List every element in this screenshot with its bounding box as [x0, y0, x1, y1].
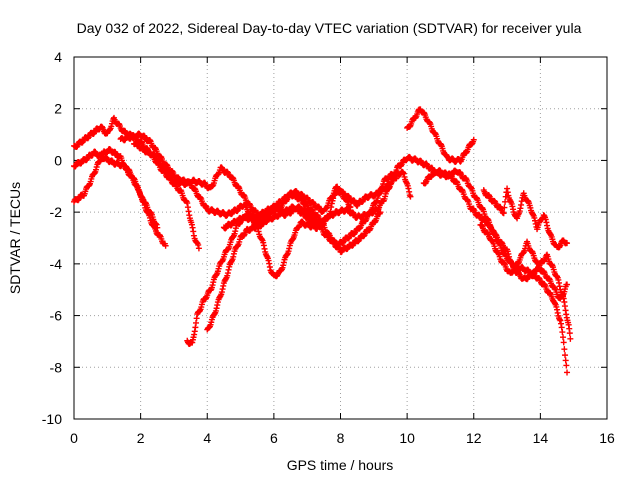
- data-point: [501, 204, 508, 211]
- chart-title: Day 032 of 2022, Sidereal Day-to-day VTE…: [77, 20, 582, 36]
- y-tick-label: 4: [54, 49, 62, 65]
- data-point: [162, 242, 169, 249]
- data-point: [559, 329, 566, 336]
- data-point: [377, 209, 384, 216]
- data-point: [562, 352, 569, 359]
- x-tick-label: 0: [70, 430, 78, 446]
- x-tick-label: 16: [599, 430, 615, 446]
- data-series-6: [184, 202, 384, 347]
- data-series-9: [404, 106, 477, 165]
- x-tick-label: 10: [399, 430, 415, 446]
- data-point: [560, 334, 567, 341]
- x-tick-label: 14: [533, 430, 549, 446]
- data-series-12: [477, 221, 571, 302]
- data-series-3: [71, 148, 161, 231]
- axis-ticks: 0 2 4 6 8 10 12 14 16 4 2 0 -2 -4 -6 -8 -10: [42, 49, 615, 446]
- data-point: [154, 224, 161, 231]
- data-point: [195, 241, 202, 248]
- data-point: [407, 193, 414, 200]
- data-point: [347, 203, 354, 210]
- x-tick-label: 6: [270, 430, 278, 446]
- x-axis-label: GPS time / hours: [287, 457, 394, 473]
- y-axis-label: SDTVAR / TECUs: [7, 182, 23, 294]
- data-point: [394, 172, 401, 179]
- x-tick-label: 12: [466, 430, 482, 446]
- x-tick-label: 2: [137, 430, 145, 446]
- data-point: [567, 335, 574, 342]
- data-markers: [71, 106, 574, 376]
- data-point: [561, 346, 568, 353]
- data-point: [566, 330, 573, 337]
- data-point: [195, 245, 202, 252]
- data-point: [564, 240, 571, 247]
- data-point: [560, 339, 567, 346]
- data-series-4: [117, 130, 571, 376]
- y-tick-label: -8: [50, 359, 63, 375]
- data-series-8: [220, 183, 354, 232]
- data-point: [563, 362, 570, 369]
- y-tick-label: 2: [54, 101, 62, 117]
- data-point: [562, 357, 569, 364]
- x-tick-label: 8: [337, 430, 345, 446]
- data-point: [470, 136, 477, 143]
- data-point: [564, 369, 571, 376]
- data-series-11: [480, 185, 571, 251]
- data-point: [502, 198, 509, 205]
- data-point: [500, 210, 507, 217]
- grid-lines: [74, 57, 607, 419]
- data-point: [564, 281, 571, 288]
- x-tick-label: 4: [203, 430, 211, 446]
- y-tick-label: 0: [54, 152, 62, 168]
- data-point: [190, 232, 197, 239]
- y-tick-label: -4: [50, 256, 63, 272]
- y-tick-label: -2: [50, 204, 63, 220]
- y-tick-label: -10: [42, 411, 62, 427]
- y-tick-label: -6: [50, 308, 63, 324]
